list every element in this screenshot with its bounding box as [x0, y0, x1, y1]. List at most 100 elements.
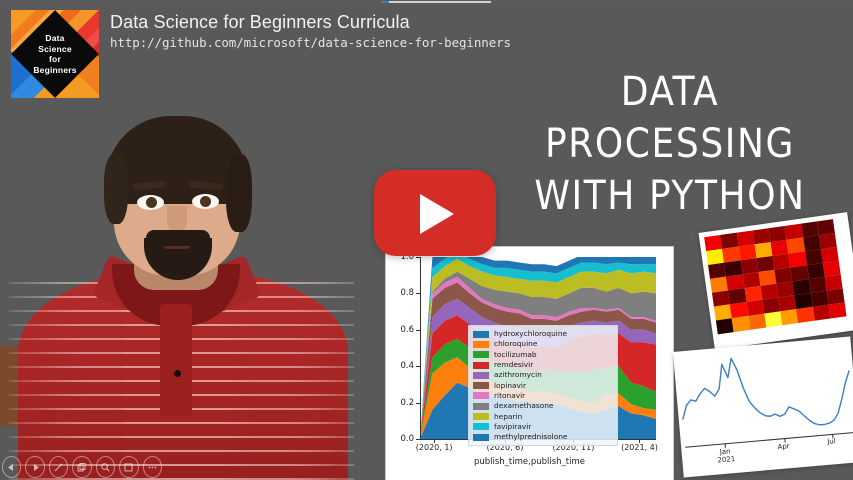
presenter-video: [0, 58, 354, 480]
legend-swatch: [473, 423, 489, 431]
x-tick-label: (2021, 4): [621, 443, 658, 452]
play-button[interactable]: [25, 456, 45, 478]
slide-title-line-2: with Python: [534, 173, 806, 219]
heatmap-cell: [748, 313, 767, 330]
play-icon: [420, 194, 454, 234]
course-title: Data Science for Beginners Curricula: [110, 12, 410, 32]
legend-item: favipiravir: [473, 422, 613, 432]
legend-label: lopinavir: [494, 380, 526, 390]
area-series: [420, 282, 656, 439]
search-icon: [101, 462, 110, 472]
iris-left: [146, 197, 157, 208]
legend-item: azithromycin: [473, 370, 613, 380]
zoom-button[interactable]: [95, 456, 116, 478]
note-button[interactable]: [119, 456, 139, 478]
logo-line-4: Beginners: [33, 64, 77, 75]
course-logo: Data Science for Beginners: [11, 10, 99, 98]
heatmap-figure: [698, 212, 853, 350]
logo-line-2: Science: [38, 43, 72, 54]
legend-swatch: [473, 371, 489, 379]
play-icon: [33, 463, 39, 471]
heatmap-cell: [828, 302, 847, 319]
slide-title: Data Processing with Python: [494, 66, 846, 222]
y-tick: [416, 329, 420, 331]
hair-side-left: [104, 154, 128, 224]
x-tick-label: (2020, 11): [552, 443, 595, 452]
legend-swatch: [473, 433, 489, 441]
area-series: [420, 258, 656, 439]
y-tick-label: 0.6: [400, 324, 414, 335]
video-progress-bar[interactable]: [0, 0, 853, 4]
presenter-hair: [106, 116, 248, 204]
hair-side-right: [226, 154, 252, 232]
legend-item: hydroxychloroquine: [473, 329, 613, 339]
legend-item: heparin: [473, 411, 613, 421]
moustache: [146, 230, 210, 246]
y-tick-label: 1.0: [400, 252, 414, 262]
y-tick: [416, 439, 420, 440]
heatmap-cell: [780, 309, 799, 326]
pen-button[interactable]: [48, 456, 69, 478]
x-tick: [639, 439, 641, 443]
x-tick-label: (2020, 6): [486, 443, 524, 452]
copy-button[interactable]: [72, 456, 92, 478]
line-series: [682, 357, 850, 426]
more-button[interactable]: [142, 456, 162, 478]
y-tick: [416, 366, 420, 368]
heatmap-cell: [715, 318, 734, 335]
note-icon: [124, 463, 133, 471]
progress-track[interactable]: [381, 1, 491, 3]
line-xtick-year: 2021: [717, 454, 736, 465]
pen-icon: [54, 463, 63, 471]
x-tick-label: (2020, 1): [415, 443, 453, 452]
slide-title-line-1: Data Processing: [544, 69, 795, 167]
legend-item: chloroquine: [473, 339, 613, 349]
stacked-area-chart: 0.0 0.2 0.4 0.6 0.8 1.0 (2020, 1) (2020, 6) (20…: [385, 246, 674, 480]
y-tick-label: 0.8: [400, 288, 414, 299]
line-x-axis: [685, 431, 853, 448]
legend-label: chloroquine: [494, 339, 538, 349]
y-tick: [416, 402, 420, 404]
legend-swatch: [473, 402, 489, 410]
player-toolbar[interactable]: [2, 456, 162, 478]
copy-icon: [77, 462, 86, 471]
line-chart-svg: [682, 357, 853, 448]
heatmap-grid: [704, 219, 847, 335]
legend-item: lopinavir: [473, 380, 613, 390]
x-axis-title: publish_time,publish_time: [473, 457, 586, 467]
y-tick: [416, 257, 420, 258]
legend-label: azithromycin: [494, 370, 542, 380]
line-chart-figure: Jan 2021 Apr Jul: [672, 336, 853, 478]
progress-fill: [381, 1, 389, 3]
chart-legend: hydroxychloroquine chloroquine tocilizumab…: [468, 325, 618, 447]
legend-label: dexamethasone: [494, 401, 554, 411]
shirt-button: [174, 370, 181, 377]
logo-line-3: for: [49, 54, 61, 64]
legend-label: tocilizumab: [494, 349, 537, 359]
logo-line-1: Data: [45, 33, 65, 43]
course-url[interactable]: http://github.com/microsoft/data-science…: [110, 35, 511, 50]
legend-item: methylprednisolone: [473, 432, 613, 442]
y-tick: [416, 293, 420, 295]
legend-swatch: [473, 382, 489, 390]
line-xtick-apr: Apr: [777, 442, 790, 452]
back-button[interactable]: [2, 456, 22, 478]
heatmap-cell: [812, 304, 831, 321]
logo-text: Data Science for Beginners: [11, 10, 99, 98]
heatmap-cell: [796, 306, 815, 324]
legend-label: favipiravir: [494, 421, 532, 431]
back-icon: [8, 463, 14, 471]
legend-swatch: [473, 361, 489, 369]
legend-label: hydroxychloroquine: [494, 329, 568, 339]
iris-right: [200, 196, 211, 207]
heatmap-cell: [764, 311, 783, 328]
legend-item: remdesivir: [473, 360, 613, 370]
legend-item: ritonavir: [473, 391, 613, 401]
legend-label: heparin: [494, 411, 523, 421]
legend-swatch: [473, 392, 489, 400]
nose: [167, 206, 187, 232]
line-xtick-jul: Jul: [826, 437, 837, 446]
youtube-play-button[interactable]: [374, 170, 496, 256]
mouth: [164, 244, 190, 249]
